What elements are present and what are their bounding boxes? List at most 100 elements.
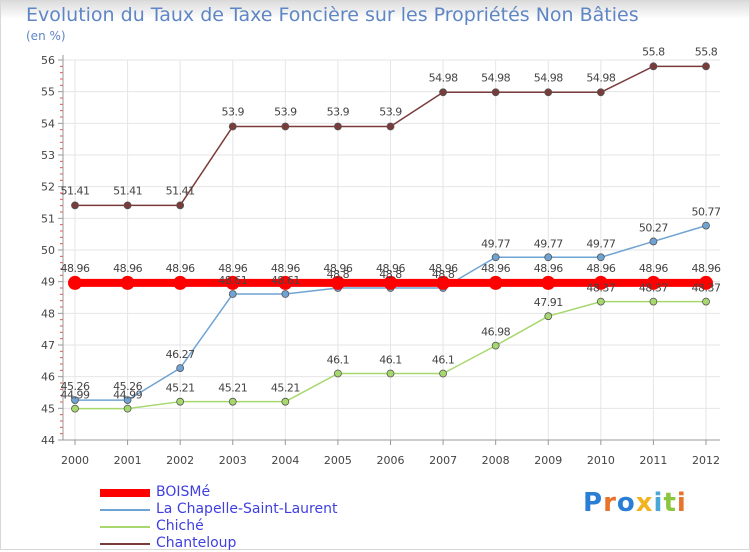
logo-letter: i — [653, 488, 664, 518]
data-point — [596, 253, 605, 262]
x-tick-label: 2008 — [482, 454, 510, 467]
data-point — [334, 122, 342, 131]
data-point — [593, 275, 608, 290]
y-tick-label: 50 — [41, 244, 55, 257]
data-label: 54.98 — [586, 71, 615, 84]
data-point — [439, 369, 447, 378]
data-label: 50.27 — [639, 221, 668, 234]
data-point — [646, 275, 661, 290]
data-label: 48.8 — [432, 268, 455, 281]
data-point — [491, 88, 500, 97]
data-point — [71, 396, 79, 405]
y-tick-label: 44 — [41, 434, 55, 447]
data-point — [386, 122, 395, 131]
data-label: 45.26 — [61, 380, 90, 393]
x-tick-label: 2000 — [61, 454, 89, 467]
legend-label: BOISMé — [156, 484, 211, 500]
data-point — [699, 275, 713, 290]
data-label: 48.96 — [113, 262, 142, 275]
logo-letter: o — [616, 488, 636, 518]
data-label: 45.21 — [271, 382, 300, 395]
y-tick-label: 51 — [41, 212, 55, 225]
data-label: 53.9 — [222, 106, 245, 119]
data-point — [649, 297, 658, 306]
data-point — [491, 341, 500, 350]
legend-label: La Chapelle-Saint-Laurent — [156, 501, 338, 517]
data-point — [123, 201, 132, 210]
data-label: 54.98 — [429, 71, 458, 84]
legend: BOISMé La Chapelle-Saint-Laurent Chiché Cha… — [100, 484, 420, 552]
y-tick-label: 48 — [41, 307, 55, 320]
legend-item: La Chapelle-Saint-Laurent — [100, 501, 420, 518]
data-label: 48.96 — [323, 262, 352, 275]
data-label: 44.99 — [61, 389, 90, 402]
data-point — [330, 275, 345, 290]
data-label: 48.37 — [692, 282, 721, 295]
data-point — [281, 397, 290, 406]
data-point — [176, 397, 185, 406]
y-tick-label: 53 — [41, 149, 55, 162]
x-tick-label: 2001 — [114, 454, 142, 467]
y-tick-label: 52 — [41, 181, 55, 194]
x-tick-label: 2006 — [377, 454, 405, 467]
data-label: 50.77 — [692, 206, 721, 219]
legend-label: Chanteloup — [156, 535, 237, 551]
data-point — [173, 275, 188, 290]
legend-item: Chiché — [100, 518, 420, 535]
y-tick-label: 47 — [41, 339, 55, 352]
data-point — [228, 122, 237, 131]
chart-title: Evolution du Taux de Taxe Foncière sur l… — [26, 4, 639, 26]
data-point — [383, 275, 398, 290]
data-point — [120, 275, 135, 290]
data-label: 48.96 — [481, 262, 510, 275]
data-label: 54.98 — [481, 71, 510, 84]
data-label: 46.1 — [327, 354, 350, 367]
data-point — [544, 312, 553, 321]
data-label: 48.96 — [639, 262, 668, 275]
legend-label: Chiché — [156, 518, 204, 534]
data-label: 49.77 — [534, 237, 563, 250]
data-label: 53.9 — [327, 106, 350, 119]
data-label: 45.21 — [218, 382, 247, 395]
data-point — [176, 364, 185, 373]
data-label: 46.1 — [432, 354, 455, 367]
data-point — [123, 404, 132, 413]
x-tick-label: 2004 — [271, 454, 299, 467]
data-label: 53.9 — [274, 106, 297, 119]
data-label: 48.96 — [692, 262, 721, 275]
data-label: 48.37 — [639, 282, 668, 295]
data-point — [176, 201, 185, 210]
data-point — [123, 396, 132, 405]
data-label: 48.8 — [327, 268, 350, 281]
data-point — [278, 275, 293, 290]
data-label: 48.96 — [166, 262, 195, 275]
data-point — [702, 62, 710, 71]
x-tick-label: 2011 — [639, 454, 667, 467]
data-point — [439, 88, 447, 97]
data-label: 46.27 — [166, 348, 195, 361]
x-tick-label: 2009 — [534, 454, 562, 467]
data-label: 47.91 — [534, 296, 563, 309]
data-label: 48.96 — [61, 262, 90, 275]
data-label: 48.61 — [218, 274, 247, 287]
y-tick-label: 46 — [41, 371, 55, 384]
data-label: 55.8 — [642, 45, 665, 58]
logo-letter: t — [663, 488, 677, 518]
x-tick-label: 2002 — [166, 454, 194, 467]
data-point — [225, 275, 240, 290]
data-point — [596, 88, 605, 97]
data-point — [386, 369, 395, 378]
data-point — [544, 253, 553, 262]
data-label: 48.96 — [429, 262, 458, 275]
data-label: 48.96 — [534, 262, 563, 275]
data-label: 51.41 — [61, 184, 90, 197]
data-label: 48.37 — [586, 282, 615, 295]
data-label: 55.8 — [695, 45, 718, 58]
legend-swatch — [100, 526, 150, 528]
data-label: 45.26 — [113, 380, 142, 393]
data-label: 48.96 — [376, 262, 405, 275]
data-point — [71, 201, 79, 210]
data-point — [649, 62, 658, 71]
data-label: 46.98 — [481, 326, 510, 339]
data-point — [436, 275, 451, 290]
